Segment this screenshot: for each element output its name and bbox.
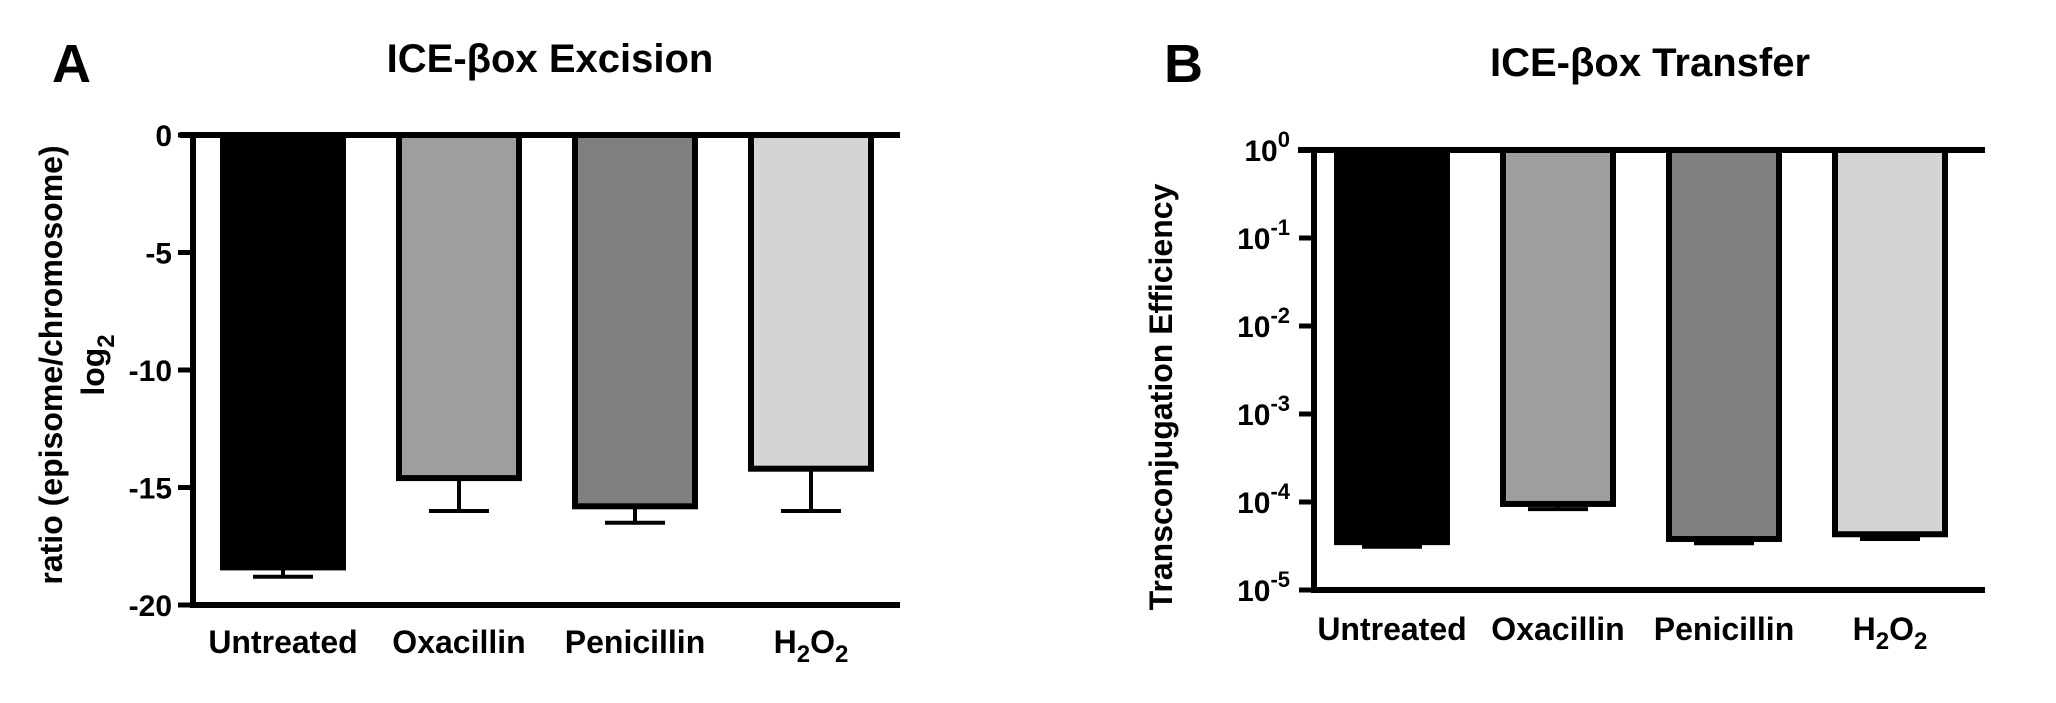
panel-b-ytick-label: 10-5 <box>1237 567 1290 608</box>
panel-b-ytick-label: 10-2 <box>1237 303 1290 344</box>
category-label: Penicillin <box>565 624 705 660</box>
panel-a-ylabel-line1: ratio (episome/chromosome) <box>33 145 69 584</box>
category-label: Oxacillin <box>392 624 525 660</box>
panel-b-ytick-label: 10-3 <box>1237 391 1290 432</box>
bar-3 <box>1666 147 1782 542</box>
bar-4 <box>748 132 874 472</box>
panel-a-ytick-label: -5 <box>145 238 172 271</box>
panel-a-ylabel: ratio (episome/chromosome) log2 <box>33 145 120 584</box>
category-label: Untreated <box>1317 611 1466 647</box>
panel-a-letter: A <box>52 34 91 94</box>
panel-a: A ICE-βox Excision ratio (episome/chromo… <box>33 34 900 668</box>
category-label: Penicillin <box>1654 611 1794 647</box>
category-label: H2​O2​ <box>1853 611 1928 655</box>
panel-a-ylabel-line2: log2 <box>75 334 120 395</box>
bar-2 <box>396 132 522 482</box>
bar-1 <box>220 132 346 571</box>
panel-b-ytick-label: 100 <box>1244 127 1290 168</box>
panel-a-title: ICE-βox Excision <box>387 37 714 81</box>
panel-a-ytick-label: -15 <box>129 473 172 506</box>
panel-b-ylabel-text: Transconjugation Efficiency <box>1143 183 1179 610</box>
bar-4 <box>1832 147 1948 538</box>
panel-b: B ICE-βox Transfer Transconjugation Effi… <box>1143 34 1985 655</box>
panel-a-ytick-label: -10 <box>129 355 172 388</box>
panel-b-plot: 100 10-1 10-2 10-3 10-4 10-5 Untreated Oxacilli… <box>1237 127 1985 655</box>
category-label: Oxacillin <box>1491 611 1624 647</box>
panel-b-ylabel: Transconjugation Efficiency <box>1143 183 1179 610</box>
panel-b-ytick-label: 10-4 <box>1237 479 1291 520</box>
panel-b-ytick-label: 10-1 <box>1237 215 1290 256</box>
category-label: Untreated <box>208 624 357 660</box>
bar-1 <box>1334 147 1450 546</box>
panel-a-plot: 0 -5 -10 -15 -20 Untreated Oxacillin Penicillin… <box>129 120 900 668</box>
panel-a-ytick-label: -20 <box>129 590 172 623</box>
bar-3 <box>572 132 698 510</box>
category-label: H2​O2​ <box>774 624 849 668</box>
bar-2 <box>1500 147 1616 507</box>
panel-b-letter: B <box>1164 34 1203 94</box>
panel-b-title: ICE-βox Transfer <box>1490 41 1810 85</box>
panel-a-ytick-label: 0 <box>155 120 172 153</box>
